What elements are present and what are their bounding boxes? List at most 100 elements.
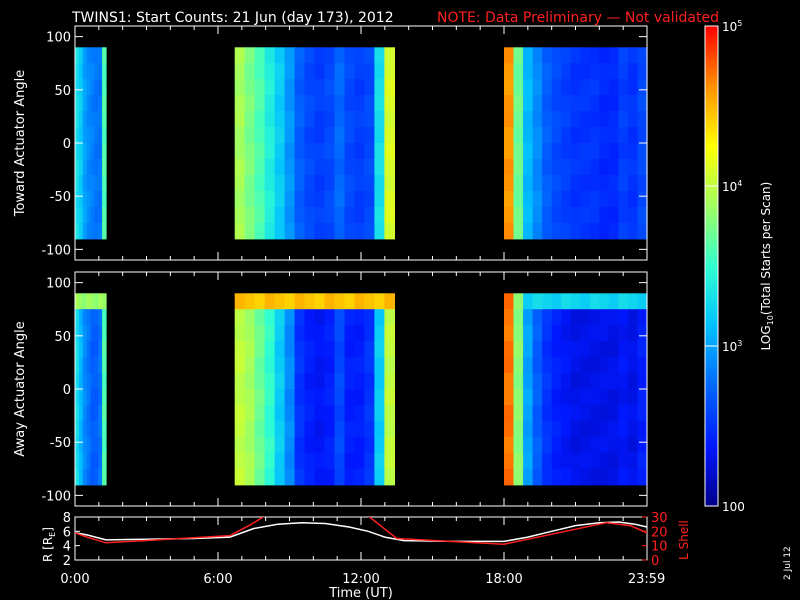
heatmap-cell xyxy=(354,63,365,80)
heatmap-cell xyxy=(532,47,543,64)
colorbar-label: LOG10(Total Starts per Scan) xyxy=(759,182,775,351)
heatmap-cell xyxy=(102,468,107,486)
heatmap-cell xyxy=(234,293,246,310)
heatmap-cell xyxy=(589,389,600,406)
heatmap-cell xyxy=(274,389,286,406)
heatmap-cell xyxy=(374,405,385,422)
heatmap-cell xyxy=(608,143,619,160)
heatmap-cell xyxy=(254,222,266,240)
heatmap-cell xyxy=(608,325,619,342)
heatmap-cell xyxy=(513,325,524,342)
heatmap-cell xyxy=(102,47,107,64)
heatmap-cell xyxy=(78,63,84,80)
preliminary-note: NOTE: Data Preliminary — Not validated xyxy=(437,10,719,26)
heatmap-cell xyxy=(542,206,553,224)
heatmap-cell xyxy=(294,325,306,342)
heatmap-cell xyxy=(244,389,256,406)
heatmap-cell xyxy=(90,468,95,486)
r-axis-label: R [RE] xyxy=(41,527,57,562)
heatmap-cell xyxy=(254,357,266,374)
heatmap-cell xyxy=(82,436,88,454)
heatmap-cell xyxy=(532,436,543,454)
heatmap-cell xyxy=(344,325,356,342)
heatmap-cell xyxy=(504,293,515,310)
heatmap-cell xyxy=(561,111,572,128)
heatmap-cell xyxy=(542,47,553,64)
r-tick-label: 8 xyxy=(63,511,71,526)
heatmap-cell xyxy=(384,63,395,80)
heatmap-cell xyxy=(364,405,375,422)
heatmap-cell xyxy=(384,309,395,326)
heatmap-cell xyxy=(551,47,562,64)
heatmap-cell xyxy=(608,174,619,192)
heatmap-cell xyxy=(513,95,524,112)
heatmap-cell xyxy=(589,143,600,160)
heatmap-cell xyxy=(75,127,80,144)
heatmap-cell xyxy=(599,468,610,486)
heatmap-cell xyxy=(551,190,562,208)
heatmap-cell xyxy=(523,389,534,406)
heatmap-cell xyxy=(364,373,375,390)
heatmap-cell xyxy=(354,452,365,470)
heatmap-cell xyxy=(580,373,591,390)
heatmap-cell xyxy=(580,174,591,192)
heatmap-cell xyxy=(627,420,638,438)
heatmap-cell xyxy=(90,405,95,422)
heatmap-cell xyxy=(98,373,103,390)
heatmap-cell xyxy=(608,405,619,422)
heatmap-cell xyxy=(523,420,534,438)
orbit-lines xyxy=(75,517,647,545)
heatmap-cell xyxy=(589,357,600,374)
heatmap-cell xyxy=(324,206,336,224)
heatmap-cell xyxy=(314,47,326,64)
heatmap-cell xyxy=(102,309,107,326)
heatmap-cell xyxy=(580,127,591,144)
heatmap-cell xyxy=(304,111,316,128)
heatmap-cell xyxy=(294,111,306,128)
heatmap-cell xyxy=(304,190,316,208)
heatmap-cell xyxy=(551,405,562,422)
heatmap-cell xyxy=(294,468,306,486)
heatmap-cell xyxy=(523,190,534,208)
heatmap-cell xyxy=(589,111,600,128)
heatmap-cell xyxy=(561,127,572,144)
heatmap-cell xyxy=(264,174,276,192)
heatmap-cell xyxy=(618,436,629,454)
heatmap-cell xyxy=(561,309,572,326)
heatmap-cell xyxy=(264,95,276,112)
heatmap-cell xyxy=(561,174,572,192)
heatmap-cell xyxy=(504,436,515,454)
heatmap-cell xyxy=(90,95,95,112)
heatmap-cell xyxy=(82,95,88,112)
heatmap-cell xyxy=(324,63,336,80)
heatmap-cell xyxy=(608,222,619,240)
heatmap-cell xyxy=(354,309,365,326)
heatmap-cell xyxy=(542,111,553,128)
heatmap-cell xyxy=(364,325,375,342)
heatmap-cell xyxy=(513,357,524,374)
toward-y-axis-label: Toward Actuator Angle xyxy=(13,70,28,217)
heatmap-cell xyxy=(532,309,543,326)
heatmap-cell xyxy=(294,309,306,326)
heatmap-cell xyxy=(354,190,365,208)
heatmap-cell xyxy=(86,341,92,358)
heatmap-cell xyxy=(284,222,296,240)
heatmap-cell xyxy=(102,420,107,438)
heatmap-cell xyxy=(334,341,346,358)
heatmap-cell xyxy=(384,222,395,240)
heatmap-cell xyxy=(354,143,365,160)
heatmap-cell xyxy=(82,309,88,326)
heatmap-cell xyxy=(334,111,346,128)
heatmap-cell xyxy=(618,420,629,438)
heatmap-cell xyxy=(354,389,365,406)
heatmap-cell xyxy=(304,174,316,192)
heatmap-cell xyxy=(608,127,619,144)
heatmap-cell xyxy=(334,420,346,438)
heatmap-cell xyxy=(98,159,103,176)
heatmap-cell xyxy=(618,174,629,192)
l-shell-tick-label: 10 xyxy=(651,540,668,555)
heatmap-cell xyxy=(344,420,356,438)
heatmap-cell xyxy=(304,309,316,326)
toward-panel-axes: 100 50 0 -50 -100 xyxy=(41,26,648,260)
heatmap-cell xyxy=(304,143,316,160)
